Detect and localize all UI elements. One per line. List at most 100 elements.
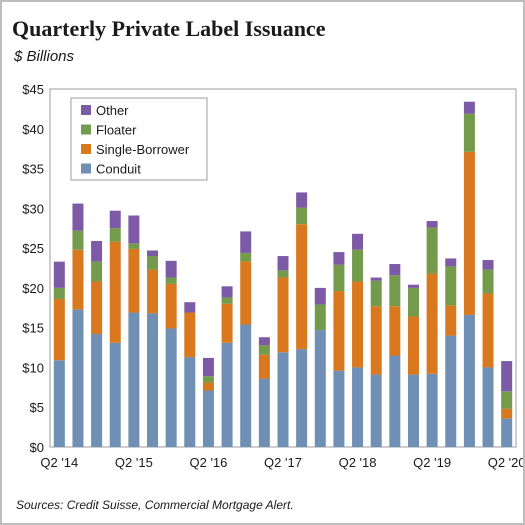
bar-other-21	[445, 258, 457, 267]
y-tick-label: $25	[22, 241, 44, 256]
bar-single-borrower-7	[184, 312, 196, 358]
bar-other-5	[147, 250, 159, 257]
bar-floater-21	[445, 266, 457, 306]
x-tick-label: Q2 '16	[189, 455, 227, 470]
bar-floater-24	[501, 391, 513, 409]
x-tick-label: Q2 '18	[339, 455, 377, 470]
bar-other-22	[463, 101, 475, 114]
bar-conduit-16	[352, 367, 364, 447]
bar-conduit-8	[202, 390, 214, 447]
bar-floater-1	[72, 230, 84, 250]
bar-single-borrower-17	[370, 306, 382, 375]
bar-floater-5	[147, 256, 159, 270]
bar-other-13	[296, 192, 308, 208]
bar-floater-14	[314, 304, 326, 331]
bar-single-borrower-22	[463, 151, 475, 315]
bar-conduit-7	[184, 357, 196, 447]
bar-conduit-12	[277, 352, 289, 447]
bar-floater-9	[221, 297, 233, 304]
bar-single-borrower-3	[109, 241, 121, 343]
bar-other-7	[184, 302, 196, 313]
bar-conduit-2	[91, 334, 103, 447]
bar-other-4	[128, 215, 140, 244]
bar-other-9	[221, 286, 233, 298]
x-tick-label: Q2 '20	[488, 455, 523, 470]
bar-conduit-15	[333, 370, 345, 447]
bar-conduit-3	[109, 342, 121, 447]
bar-single-borrower-4	[128, 248, 140, 313]
bar-single-borrower-20	[426, 273, 438, 374]
bar-conduit-4	[128, 312, 140, 447]
bar-other-14	[314, 287, 326, 305]
bar-other-12	[277, 256, 289, 271]
y-tick-label: $5	[30, 400, 44, 415]
y-tick-label: $40	[22, 122, 44, 137]
bar-single-borrower-5	[147, 269, 159, 314]
bar-other-23	[482, 260, 494, 270]
bar-floater-23	[482, 269, 494, 294]
bar-conduit-0	[53, 360, 65, 447]
bar-other-16	[352, 233, 364, 250]
x-tick-label: Q2 '19	[413, 455, 451, 470]
bar-other-19	[407, 284, 419, 288]
bar-conduit-6	[165, 328, 177, 447]
bar-floater-4	[128, 243, 140, 249]
bar-conduit-14	[314, 330, 326, 447]
bar-conduit-17	[370, 374, 382, 447]
y-tick-label: $20	[22, 281, 44, 296]
bar-conduit-21	[445, 335, 457, 447]
bar-floater-11	[258, 345, 270, 355]
y-tick-label: $0	[30, 440, 44, 455]
bar-floater-10	[240, 252, 252, 262]
bar-conduit-1	[72, 309, 84, 447]
bar-floater-13	[296, 207, 308, 225]
bar-other-18	[389, 264, 401, 276]
source-note: Sources: Credit Suisse, Commercial Mortg…	[16, 498, 294, 512]
legend-swatch-single-borrower	[81, 144, 91, 154]
bar-other-10	[240, 231, 252, 253]
bar-floater-19	[407, 287, 419, 317]
bar-other-17	[370, 277, 382, 281]
bar-conduit-23	[482, 367, 494, 447]
bar-floater-18	[389, 275, 401, 307]
bar-single-borrower-24	[501, 408, 513, 419]
y-tick-label: $35	[22, 162, 44, 177]
y-tick-label: $15	[22, 321, 44, 336]
x-tick-label: Q2 '17	[264, 455, 302, 470]
bar-conduit-11	[258, 378, 270, 447]
bar-single-borrower-16	[352, 281, 364, 368]
bar-single-borrower-13	[296, 224, 308, 350]
bar-single-borrower-11	[258, 354, 270, 379]
bar-floater-3	[109, 228, 121, 242]
legend-label-conduit: Conduit	[96, 162, 141, 177]
bar-other-20	[426, 221, 438, 228]
bar-floater-15	[333, 264, 345, 292]
bar-other-6	[165, 260, 177, 278]
bar-single-borrower-1	[72, 249, 84, 310]
bar-single-borrower-10	[240, 261, 252, 325]
bar-conduit-20	[426, 373, 438, 447]
bar-floater-0	[53, 287, 65, 300]
bar-floater-8	[202, 376, 214, 383]
y-tick-label: $30	[22, 201, 44, 216]
bar-floater-12	[277, 270, 289, 278]
bar-conduit-5	[147, 313, 159, 447]
legend-label-other: Other	[96, 103, 129, 118]
chart-title: Quarterly Private Label Issuance	[12, 16, 326, 41]
x-tick-label: Q2 '15	[115, 455, 153, 470]
legend-box	[70, 97, 208, 181]
bar-single-borrower-23	[482, 293, 494, 368]
bar-other-3	[109, 210, 121, 229]
bar-other-24	[501, 361, 513, 392]
chart-subtitle: $ Billions	[14, 48, 75, 65]
bar-conduit-9	[221, 342, 233, 447]
bar-other-11	[258, 337, 270, 346]
bar-single-borrower-0	[53, 299, 65, 361]
bar-other-8	[202, 357, 214, 377]
bar-other-2	[91, 240, 103, 262]
bar-floater-20	[426, 227, 438, 274]
bar-single-borrower-19	[407, 316, 419, 375]
y-tick-label: $45	[22, 82, 44, 97]
